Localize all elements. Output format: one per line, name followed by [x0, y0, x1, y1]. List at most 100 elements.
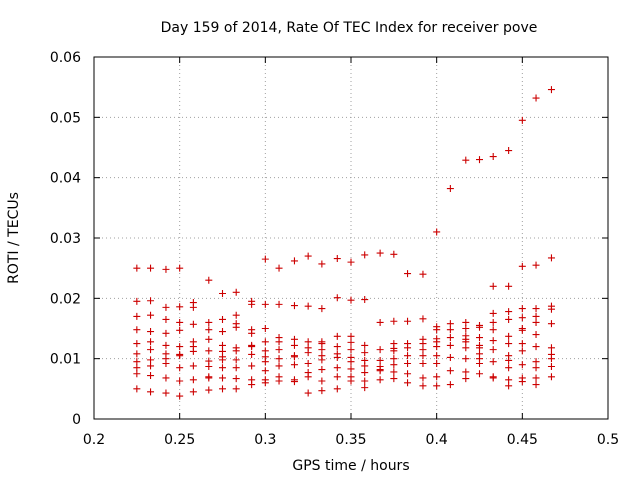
- data-point: [248, 350, 256, 358]
- data-point: [505, 376, 513, 384]
- data-point: [419, 346, 427, 354]
- y-tick-label: 0.02: [50, 291, 81, 307]
- data-point: [347, 346, 355, 354]
- data-point: [219, 374, 226, 382]
- data-point: [347, 365, 355, 373]
- data-point: [261, 300, 269, 308]
- data-point: [133, 364, 141, 372]
- data-point: [347, 358, 355, 366]
- chart-title: Day 159 of 2014, Rate Of TEC Index for r…: [161, 20, 538, 36]
- data-point: [176, 318, 184, 326]
- data-point: [505, 308, 513, 316]
- data-point: [419, 352, 427, 360]
- data-point: [390, 355, 398, 363]
- data-point: [133, 385, 141, 393]
- data-point: [532, 343, 540, 351]
- y-tick-label: 0.01: [50, 352, 81, 368]
- x-axis-label: GPS time / hours: [292, 458, 409, 474]
- x-tick-label: 0.5: [597, 432, 619, 448]
- data-point: [518, 347, 526, 355]
- x-tick-label: 0.2: [83, 432, 105, 448]
- data-point: [133, 350, 141, 358]
- data-point: [476, 334, 483, 342]
- y-tick-label: 0: [72, 412, 81, 428]
- data-point: [147, 362, 155, 370]
- data-point: [261, 367, 269, 375]
- data-point: [318, 260, 326, 268]
- data-point: [347, 258, 355, 266]
- data-point: [347, 296, 355, 304]
- data-point: [232, 288, 240, 296]
- data-point: [361, 384, 369, 392]
- data-point: [248, 329, 256, 337]
- data-point: [505, 340, 513, 348]
- data-point: [446, 326, 454, 334]
- data-point: [176, 392, 184, 400]
- data-point: [162, 315, 170, 323]
- data-point: [462, 344, 470, 352]
- x-tick-labels: 0.2 0.25 0.3 0.35 0.4 0.45 0.5: [83, 432, 619, 448]
- data-point: [476, 156, 483, 164]
- data-point: [290, 353, 298, 361]
- data-point: [304, 389, 312, 397]
- data-point: [205, 276, 213, 284]
- data-point: [133, 358, 141, 366]
- data-point: [505, 282, 513, 290]
- data-point: [333, 373, 341, 381]
- data-point: [532, 364, 540, 372]
- data-point: [205, 374, 213, 382]
- data-point: [390, 368, 398, 376]
- data-point: [219, 356, 226, 364]
- data-point: [304, 359, 312, 367]
- data-point: [489, 337, 497, 345]
- data-point: [304, 338, 312, 346]
- data-point: [446, 320, 454, 328]
- data-point: [205, 326, 213, 334]
- data-point: [147, 346, 155, 354]
- data-point: [361, 349, 369, 357]
- data-point: [219, 290, 226, 298]
- data-point: [176, 264, 184, 272]
- data-point: [162, 359, 170, 367]
- data-point: [147, 338, 155, 346]
- data-point: [275, 355, 283, 363]
- data-point: [404, 379, 412, 387]
- data-point: [433, 359, 441, 367]
- data-point: [176, 352, 184, 360]
- data-point: [275, 377, 283, 385]
- data-point: [476, 344, 483, 352]
- data-point: [318, 356, 326, 364]
- data-point: [261, 325, 269, 332]
- data-point: [261, 338, 269, 346]
- data-point: [446, 367, 454, 375]
- data-point: [462, 318, 470, 326]
- data-point: [290, 378, 298, 386]
- data-point: [518, 340, 526, 348]
- data-point: [518, 326, 526, 334]
- data-point: [219, 328, 226, 336]
- x-tick-label: 0.4: [426, 432, 448, 448]
- data-point: [547, 320, 555, 328]
- data-point: [505, 332, 513, 340]
- data-point: [189, 388, 197, 396]
- data-point: [318, 346, 326, 354]
- data-point: [532, 261, 540, 269]
- data-point: [547, 363, 555, 371]
- x-tick-label: 0.3: [254, 432, 276, 448]
- data-point: [390, 361, 398, 369]
- data-point: [318, 305, 326, 313]
- y-tick-labels: 0 0.01 0.02 0.03 0.04 0.05 0.06: [50, 50, 81, 428]
- data-point: [532, 331, 540, 339]
- data-point: [446, 353, 454, 361]
- data-point: [147, 328, 155, 336]
- data-point: [446, 334, 454, 342]
- data-point: [333, 332, 341, 340]
- data-point: [333, 255, 341, 263]
- data-point: [532, 318, 540, 326]
- data-point: [205, 318, 213, 326]
- data-point: [433, 228, 441, 236]
- data-point: [505, 364, 513, 372]
- data-point: [248, 300, 256, 308]
